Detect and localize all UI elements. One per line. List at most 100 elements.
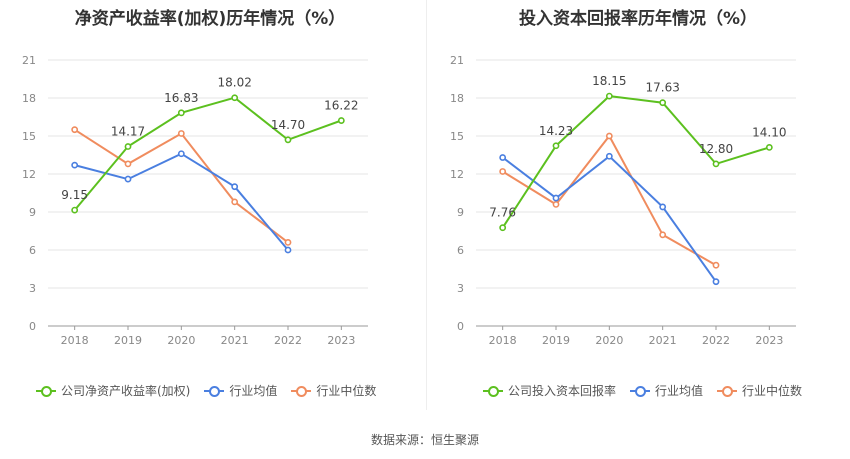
y-tick-label: 21: [22, 54, 36, 67]
data-label: 16.22: [324, 99, 358, 113]
series-line-company: [501, 95, 770, 229]
data-point-industry_median: [177, 130, 185, 137]
data-label: 12.80: [699, 142, 733, 156]
data-point-industry_median: [231, 198, 239, 206]
x-tick-label: 2023: [327, 334, 355, 347]
data-point-company: [552, 142, 560, 150]
legend-item-industry_avg[interactable]: 行业均值: [630, 382, 703, 399]
x-tick-label: 2021: [221, 334, 249, 347]
legend-item-industry_avg[interactable]: 行业均值: [204, 382, 277, 399]
data-point-industry_avg: [177, 150, 185, 158]
x-tick-label: 2019: [542, 334, 570, 347]
x-tick-label: 2021: [649, 334, 677, 347]
data-point-company: [659, 99, 667, 107]
legend-swatch-icon: [630, 385, 651, 397]
y-tick-label: 9: [29, 206, 36, 219]
legend-swatch-icon: [291, 385, 312, 397]
data-point-industry_avg: [499, 154, 507, 161]
series-line-industry_avg: [74, 152, 289, 251]
y-tick-label: 3: [29, 282, 36, 295]
roe-chart: 0 3 6 9 12 15 18 21 2018 2019 2020 2021 2022 2023 9.15…: [22, 54, 368, 347]
data-point-industry_avg: [71, 161, 79, 169]
data-point-industry_median: [659, 231, 667, 239]
series-line-industry_avg: [502, 154, 717, 283]
data-label: 9.15: [61, 188, 88, 202]
x-tick-label: 2020: [595, 334, 623, 347]
x-tick-label: 2022: [702, 334, 730, 347]
legend-item-industry_median[interactable]: 行业中位数: [291, 382, 376, 399]
x-tick-label: 2020: [167, 334, 195, 347]
data-point-industry_median: [71, 126, 79, 134]
data-label: 18.02: [217, 76, 251, 90]
legend-swatch-icon: [204, 385, 225, 397]
data-point-company: [712, 160, 720, 168]
y-tick-label: 12: [450, 168, 464, 181]
legend-swatch-icon: [36, 385, 56, 397]
legend-item-industry_median[interactable]: 行业中位数: [717, 382, 802, 399]
data-point-industry_avg: [231, 183, 239, 191]
data-point-company: [499, 224, 507, 232]
y-tick-label: 21: [450, 54, 464, 67]
data-label: 14.10: [752, 125, 786, 139]
data-point-industry_avg: [659, 203, 667, 211]
data-point-industry_avg: [605, 152, 613, 160]
y-tick-label: 6: [457, 244, 464, 257]
data-point-company: [231, 94, 239, 102]
data-label: 14.17: [111, 125, 145, 139]
roic-chart: 0 3 6 9 12 15 18 21 2018 2019 2020 2021 2022 2023 7.76…: [450, 54, 796, 347]
data-label: 17.63: [645, 81, 679, 95]
x-tick-label: 2022: [274, 334, 302, 347]
roic-legend: 公司投入资本回报率 行业均值 行业中位数: [483, 382, 816, 399]
legend-item-company[interactable]: 公司投入资本回报率: [483, 382, 616, 399]
legend-label: 行业均值: [655, 384, 704, 398]
y-tick-label: 0: [29, 320, 36, 333]
data-point-industry_median: [712, 261, 720, 269]
x-tick-label: 2018: [489, 334, 517, 347]
data-point-company: [124, 143, 132, 150]
series-line-industry_median: [74, 128, 289, 244]
roe-legend: 公司净资产收益率(加权) 行业均值 行业中位数: [36, 382, 390, 399]
data-point-industry_avg: [712, 278, 720, 286]
data-label: 14.70: [271, 118, 305, 132]
legend-label: 公司投入资本回报率: [508, 384, 617, 398]
panel-divider: [426, 0, 427, 410]
chart-title-roic: 投入资本回报率历年情况（%）: [518, 9, 758, 29]
legend-item-company[interactable]: 公司净资产收益率(加权): [36, 382, 190, 399]
data-point-company: [605, 92, 613, 100]
data-point-industry_median: [284, 238, 292, 246]
data-label: 16.83: [164, 91, 198, 105]
y-tick-label: 18: [22, 92, 36, 105]
chart-title-roe: 净资产收益率(加权)历年情况（%）: [74, 9, 346, 29]
data-label: 7.76: [489, 206, 516, 220]
y-tick-label: 6: [29, 244, 36, 257]
data-point-industry_avg: [284, 246, 292, 254]
data-point-industry_median: [552, 200, 560, 208]
legend-label: 行业均值: [229, 384, 278, 398]
data-point-company: [765, 143, 773, 151]
source-note: 数据来源：恒生聚源: [370, 433, 479, 447]
legend-label: 行业中位数: [742, 384, 803, 398]
data-label: 14.23: [539, 124, 573, 138]
legend-swatch-icon: [483, 385, 503, 397]
y-tick-label: 15: [22, 130, 36, 143]
legend-swatch-icon: [717, 385, 738, 397]
data-point-company: [71, 206, 79, 214]
data-point-industry_avg: [552, 194, 560, 202]
data-point-company: [177, 109, 185, 117]
y-tick-label: 0: [457, 320, 464, 333]
data-point-industry_avg: [124, 175, 132, 183]
x-tick-label: 2023: [755, 334, 783, 347]
legend-label: 公司净资产收益率(加权): [61, 384, 191, 398]
data-point-company: [337, 117, 345, 124]
y-tick-label: 3: [457, 282, 464, 295]
data-point-industry_median: [605, 132, 613, 140]
y-tick-label: 18: [450, 92, 464, 105]
data-point-industry_median: [499, 168, 507, 175]
legend-label: 行业中位数: [316, 384, 377, 398]
data-point-industry_median: [124, 160, 132, 168]
x-tick-label: 2019: [114, 334, 142, 347]
series-line-company: [73, 96, 342, 211]
y-tick-label: 9: [457, 206, 464, 219]
y-tick-label: 15: [450, 130, 464, 143]
y-tick-label: 12: [22, 168, 36, 181]
